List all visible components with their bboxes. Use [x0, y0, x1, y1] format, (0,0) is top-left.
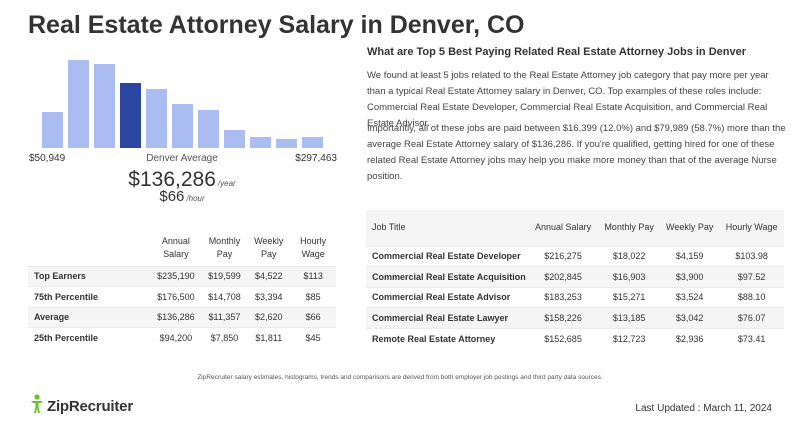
histogram-bar	[42, 112, 63, 148]
histogram-bar	[172, 104, 193, 148]
related-jobs-heading: What are Top 5 Best Paying Related Real …	[367, 46, 746, 58]
hourly-cell: $66	[290, 306, 336, 328]
header-monthly-pay: Monthly Pay	[201, 230, 248, 267]
weekly-cell: $4,522	[247, 265, 291, 287]
header-blank	[28, 230, 150, 267]
row-label: Top Earners	[28, 265, 150, 287]
row-label: 75th Percentile	[28, 286, 150, 307]
data-source-disclaimer: ZipRecruiter salary estimates, histogram…	[197, 374, 603, 381]
job-title-cell[interactable]: Remote Real Estate Attorney	[366, 327, 528, 349]
weekly-cell: $3,394	[247, 286, 291, 307]
monthly-cell: $13,185	[598, 307, 661, 328]
ziprecruiter-mascot-icon	[30, 393, 44, 419]
row-label: Average	[28, 306, 150, 328]
weekly-cell: $4,159	[660, 245, 720, 267]
related-jobs-paragraph-2: Importantly, all of these jobs are paid …	[367, 123, 786, 182]
monthly-cell: $7,850	[201, 327, 248, 348]
annual-cell: $94,200	[150, 327, 202, 348]
header-annual-salary: Annual Salary	[528, 210, 599, 246]
table-row[interactable]: Commercial Real Estate Acquisition $202,…	[366, 266, 784, 287]
histogram-center-label: Denver Average	[146, 153, 218, 164]
weekly-cell: $2,936	[660, 327, 720, 349]
weekly-cell: $3,524	[660, 286, 720, 308]
histogram-max-label: $297,463	[295, 153, 337, 164]
logo-text: ZipRecruiter	[47, 397, 133, 415]
hourly-cell: $113	[290, 265, 336, 287]
header-annual-salary: Annual Salary	[150, 230, 202, 267]
monthly-cell: $19,599	[201, 265, 248, 287]
annual-cell: $176,500	[150, 286, 202, 307]
table-header-row: Job Title Annual Salary Monthly Pay Week…	[366, 210, 784, 246]
monthly-cell: $15,271	[598, 286, 661, 308]
monthly-cell: $14,708	[201, 286, 248, 307]
job-title-cell[interactable]: Commercial Real Estate Developer	[366, 245, 528, 267]
header-hourly-wage: Hourly Wage	[719, 210, 784, 246]
weekly-cell: $2,620	[247, 306, 291, 328]
weekly-cell: $3,042	[660, 307, 720, 328]
table-row[interactable]: Commercial Real Estate Lawyer $158,226 $…	[366, 307, 784, 328]
annual-cell: $235,190	[150, 265, 202, 287]
header-hourly-wage: Hourly Wage	[290, 230, 336, 267]
histogram-bar	[250, 137, 271, 148]
annual-unit: /year	[217, 179, 236, 188]
table-row[interactable]: Commercial Real Estate Advisor $183,253 …	[366, 286, 784, 308]
annual-cell: $136,286	[150, 306, 202, 328]
histogram-bar	[276, 139, 297, 148]
hourly-cell: $76.07	[719, 307, 784, 328]
related-jobs-table: Job Title Annual Salary Monthly Pay Week…	[366, 210, 784, 349]
annual-cell: $202,845	[528, 266, 599, 287]
hourly-cell: $73.41	[719, 327, 784, 349]
table-row: Top Earners $235,190 $19,599 $4,522 $113	[28, 265, 336, 287]
average-hourly-value: $66	[159, 188, 185, 205]
annual-cell: $158,226	[528, 307, 599, 328]
hourly-unit: /hour	[186, 194, 205, 203]
hourly-cell: $97.52	[719, 266, 784, 287]
histogram-bar	[146, 89, 167, 148]
histogram-bar	[120, 83, 141, 148]
average-annual-salary: $136,286/year	[0, 168, 364, 192]
histogram-bar	[68, 60, 89, 148]
header-monthly-pay: Monthly Pay	[598, 210, 661, 246]
monthly-cell: $12,723	[598, 327, 661, 349]
average-hourly-wage: $66/hour	[0, 188, 364, 206]
average-annual-value: $136,286	[128, 168, 216, 191]
hourly-cell: $85	[290, 286, 336, 307]
histogram-bar	[198, 110, 219, 148]
monthly-cell: $18,022	[598, 245, 661, 267]
histogram-bar	[94, 64, 115, 148]
header-weekly-pay: Weekly Pay	[660, 210, 720, 246]
monthly-cell: $16,903	[598, 266, 661, 287]
percentile-table: Annual Salary Monthly Pay Weekly Pay Hou…	[28, 230, 336, 348]
monthly-cell: $11,357	[201, 306, 248, 328]
job-title-cell[interactable]: Commercial Real Estate Lawyer	[366, 307, 528, 328]
annual-cell: $183,253	[528, 286, 599, 308]
table-header-row: Annual Salary Monthly Pay Weekly Pay Hou…	[28, 230, 336, 267]
weekly-cell: $1,811	[247, 327, 291, 348]
table-row[interactable]: Commercial Real Estate Developer $216,27…	[366, 245, 784, 267]
job-title-cell[interactable]: Commercial Real Estate Advisor	[366, 286, 528, 308]
histogram-bar	[224, 130, 245, 148]
ziprecruiter-logo[interactable]: ZipRecruiter	[30, 393, 133, 419]
weekly-cell: $3,900	[660, 266, 720, 287]
last-updated-date: Last Updated : March 11, 2024	[635, 403, 772, 414]
table-row: 75th Percentile $176,500 $14,708 $3,394 …	[28, 286, 336, 307]
histogram-min-label: $50,949	[29, 153, 66, 164]
header-weekly-pay: Weekly Pay	[247, 230, 291, 267]
table-row: Average $136,286 $11,357 $2,620 $66	[28, 306, 336, 328]
histogram-bar	[302, 137, 323, 148]
annual-cell: $152,685	[528, 327, 599, 349]
hourly-cell: $45	[290, 327, 336, 348]
related-jobs-paragraph-1: We found at least 5 jobs related to the …	[367, 70, 769, 129]
page-title: Real Estate Attorney Salary in Denver, C…	[28, 11, 525, 39]
table-row[interactable]: Remote Real Estate Attorney $152,685 $12…	[366, 327, 784, 349]
header-job-title: Job Title	[366, 210, 528, 246]
table-row: 25th Percentile $94,200 $7,850 $1,811 $4…	[28, 327, 336, 348]
hourly-cell: $103.98	[719, 245, 784, 267]
annual-cell: $216,275	[528, 245, 599, 267]
hourly-cell: $88.10	[719, 286, 784, 308]
row-label: 25th Percentile	[28, 327, 150, 348]
job-title-cell[interactable]: Commercial Real Estate Acquisition	[366, 266, 528, 287]
